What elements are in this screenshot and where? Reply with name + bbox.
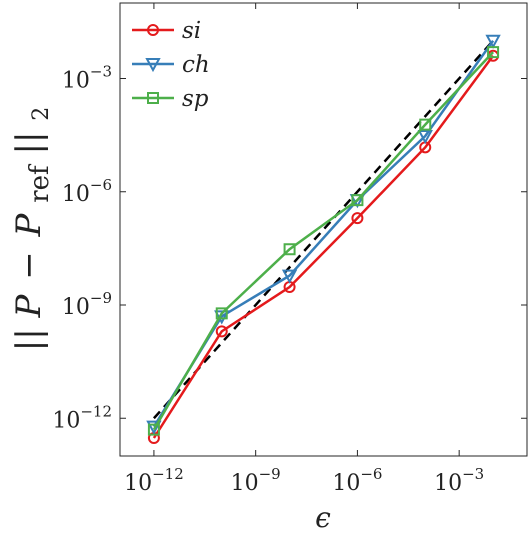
y-tick-base: 10 [62,295,90,320]
y-tick-base: 10 [62,182,90,207]
y-tick-label: 10−12 [52,402,112,433]
data-point-ch [417,129,433,145]
y-tick-exponent: −9 [90,289,112,307]
series-line-sp [152,51,494,431]
legend-item-ch: ch [132,52,210,78]
reference-line-layer [152,39,495,420]
series-layer [146,34,501,444]
plot-frame [119,2,528,457]
x-tick-label: 10−6 [332,465,382,496]
data-point-ch [146,420,162,435]
series-sp [147,46,500,436]
x-tick-exponent: −6 [360,465,382,483]
data-point-sp [419,118,432,131]
data-point-sp [215,307,228,320]
data-point-sp [487,46,500,59]
legend-label: sp [182,86,209,112]
legend-item-si: si [132,18,201,44]
x-tick-base: 10 [434,471,462,496]
y-label-p-ref: P [9,212,49,237]
x-tick-exponent: −12 [152,465,184,483]
svg-text:|| P − P: || P − P ref || 2 [9,107,57,351]
legend-marker [147,92,159,104]
y-tick-exponent: −3 [90,63,112,81]
x-tick-label: 10−3 [434,465,484,496]
x-tick-exponent: −3 [462,465,484,483]
data-point-si [215,325,228,338]
legend-marker [145,58,161,73]
y-label-norm-index: 2 [29,107,54,121]
legend-item-sp: sp [132,86,209,112]
x-tick-base: 10 [231,471,259,496]
y-tick-label: 10−3 [62,63,112,94]
x-tick-label: 10−12 [124,465,184,496]
y-label-norm-open: || [9,328,49,351]
data-point-sp [351,194,364,207]
axis-ticks [120,3,527,456]
x-tick-base: 10 [332,471,360,496]
data-point-ch [485,34,501,49]
y-tick-base: 10 [62,69,90,94]
y-tick-base: 10 [52,408,80,433]
series-line-si [152,55,495,439]
y-label-norm-close: || [9,132,49,155]
data-point-sp [147,423,160,436]
data-point-sp [283,243,296,256]
y-tick-label: 10−9 [62,289,112,320]
x-tick-base: 10 [124,471,152,496]
legend-marker [147,24,159,36]
legend-label: ch [182,52,210,78]
y-label-ref-sub: ref [25,163,55,203]
x-tick-exponent: −9 [259,465,281,483]
x-axis-label: ϵ [315,501,331,534]
data-point-ch [281,269,298,284]
y-label-p: P [9,293,49,318]
y-axis-label: || P − P ref || 2 [9,107,57,351]
y-tick-exponent: −12 [80,402,112,420]
legend: si ch sp [132,18,210,112]
y-tick-exponent: −6 [90,176,112,194]
data-point-si [351,212,364,225]
x-tick-label: 10−9 [231,465,281,496]
legend-label: si [182,18,201,44]
reference-slope-line [152,39,495,420]
y-label-minus: − [9,251,49,280]
y-tick-label: 10−6 [62,176,112,207]
